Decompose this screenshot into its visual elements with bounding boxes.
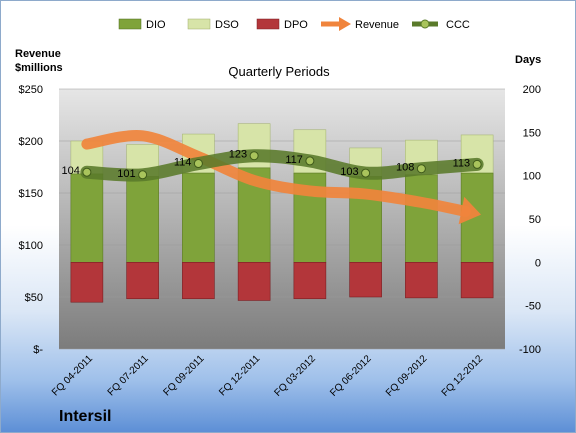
legend-label-dio: DIO	[146, 19, 166, 31]
left-axis-title-line1: Revenue	[15, 48, 61, 60]
right-tick-label: 0	[535, 257, 541, 269]
legend-swatch-revenue-arrowhead	[339, 17, 351, 31]
legend: DIO DSO DPO Revenue CCC	[118, 17, 470, 31]
ccc-marker	[472, 159, 482, 169]
left-tick-label: $150	[19, 188, 43, 200]
legend-label-ccc: CCC	[446, 19, 470, 31]
right-tick-label: 150	[523, 127, 541, 139]
ccc-value-label: 117	[285, 154, 303, 166]
bar-dio	[405, 174, 438, 263]
bar-dio	[182, 172, 215, 263]
ccc-marker	[361, 168, 371, 178]
right-axis-ticks: -100 -50 0 50 100 150 200	[519, 84, 541, 356]
right-tick-label: -50	[525, 301, 541, 313]
chart-title: Quarterly Periods	[228, 64, 330, 79]
lines	[80, 130, 484, 225]
legend-swatch-dso	[187, 18, 211, 30]
category-label: FQ 03-2012	[272, 353, 318, 399]
ccc-value-label: 101	[117, 168, 135, 180]
left-tick-label: $-	[33, 344, 43, 356]
category-label: FQ 09-2011	[162, 353, 207, 398]
bar-dpo	[293, 262, 327, 300]
ccc-value-label: 114	[174, 157, 192, 169]
ccc-value-labels: 104 101 114 123 117 103 108 113	[62, 149, 471, 180]
ccc-value-label: 104	[62, 165, 80, 177]
ccc-marker	[305, 156, 315, 166]
ccc-value-label: 113	[453, 157, 471, 169]
right-tick-label: 100	[523, 171, 541, 183]
category-label: FQ 04-2011	[50, 353, 95, 398]
right-tick-label: -100	[519, 344, 541, 356]
legend-label-revenue: Revenue	[355, 19, 399, 31]
bar-dpo	[70, 262, 104, 303]
ccc-marker	[249, 151, 259, 161]
category-label: FQ 06-2012	[328, 353, 374, 399]
right-tick-label: 200	[523, 84, 541, 96]
category-label: FQ 12-2012	[440, 353, 486, 399]
revenue-arrowhead	[458, 196, 482, 225]
right-tick-label: 50	[529, 214, 541, 226]
ccc-marker	[416, 164, 426, 174]
right-axis-title: Days	[515, 54, 541, 66]
bar-dpo	[126, 262, 159, 300]
ccc-marker	[193, 159, 203, 169]
ccc-marker	[138, 170, 148, 180]
ccc-value-label: 108	[396, 162, 414, 174]
category-label: FQ 12-2011	[217, 353, 262, 398]
left-tick-label: $250	[19, 84, 43, 96]
left-axis-ticks: $- $50 $100 $150 $200 $250	[19, 84, 44, 356]
revenue-line	[81, 130, 471, 217]
category-label: FQ 09-2012	[384, 353, 430, 399]
category-labels: FQ 04-2011 FQ 07-2011 FQ 09-2011 FQ 12-2011…	[50, 353, 486, 399]
bar-dpo	[237, 262, 271, 301]
ccc-value-label: 123	[229, 149, 247, 161]
bar-dpo	[405, 262, 438, 299]
left-tick-label: $200	[19, 136, 43, 148]
left-tick-label: $50	[25, 292, 43, 304]
left-axis-title-line2: $millions	[15, 62, 63, 74]
bar-dio	[126, 176, 159, 263]
bar-dpo	[460, 262, 494, 299]
left-tick-label: $100	[19, 240, 43, 252]
company-name: Intersil	[59, 408, 111, 425]
legend-label-dso: DSO	[215, 19, 239, 31]
category-label: FQ 07-2011	[106, 353, 151, 398]
bar-dio	[70, 173, 104, 263]
bar-dpo	[349, 262, 382, 298]
legend-label-dpo: DPO	[284, 19, 308, 31]
ccc-marker	[82, 167, 92, 177]
ccc-line	[80, 149, 484, 182]
legend-swatch-ccc-marker	[420, 19, 430, 29]
plot-area	[59, 89, 505, 349]
bar-dpo	[182, 262, 215, 300]
ccc-value-label: 103	[340, 166, 358, 178]
legend-swatch-dio	[118, 18, 142, 30]
legend-swatch-dpo	[256, 18, 280, 30]
